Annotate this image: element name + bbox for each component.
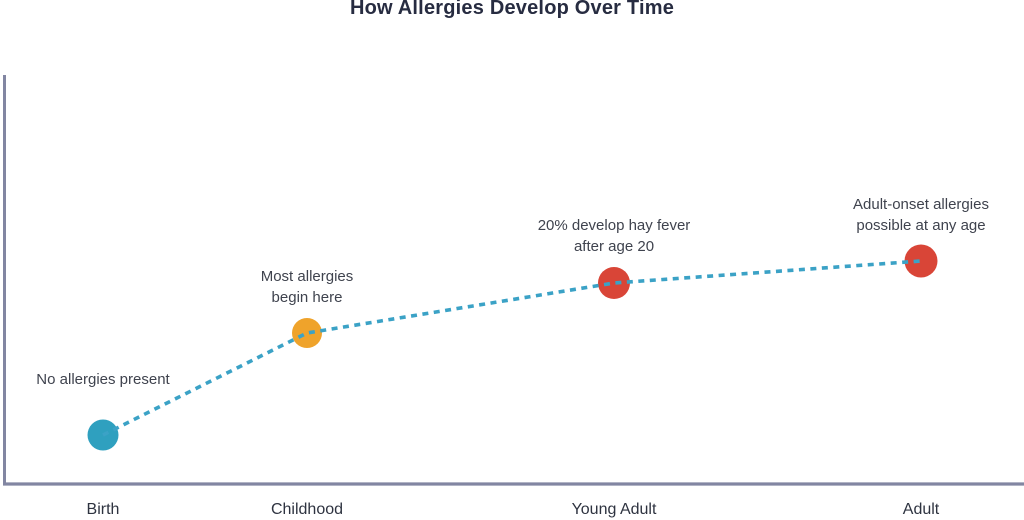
annotation-adult: Adult-onset allergies possible at any ag… [853, 196, 989, 234]
data-point-childhood [292, 318, 322, 348]
x-axis-label-childhood: Childhood [270, 501, 344, 518]
trend-line [102, 259, 922, 437]
annotation-childhood: Most allergies begin here [260, 268, 354, 306]
data-point-young-adult [598, 267, 630, 299]
annotation-birth: No allergies present [36, 371, 170, 388]
annotation-young-adult: 20% develop hay fever after age 20 [537, 217, 691, 255]
x-axis-label-adult: Adult [902, 501, 940, 518]
chart-title: How Allergies Develop Over Time [349, 0, 675, 19]
data-point-adult [904, 244, 938, 278]
x-axis-label-birth: Birth [86, 501, 120, 518]
x-axis-label-young-adult: Young Adult [571, 501, 657, 518]
